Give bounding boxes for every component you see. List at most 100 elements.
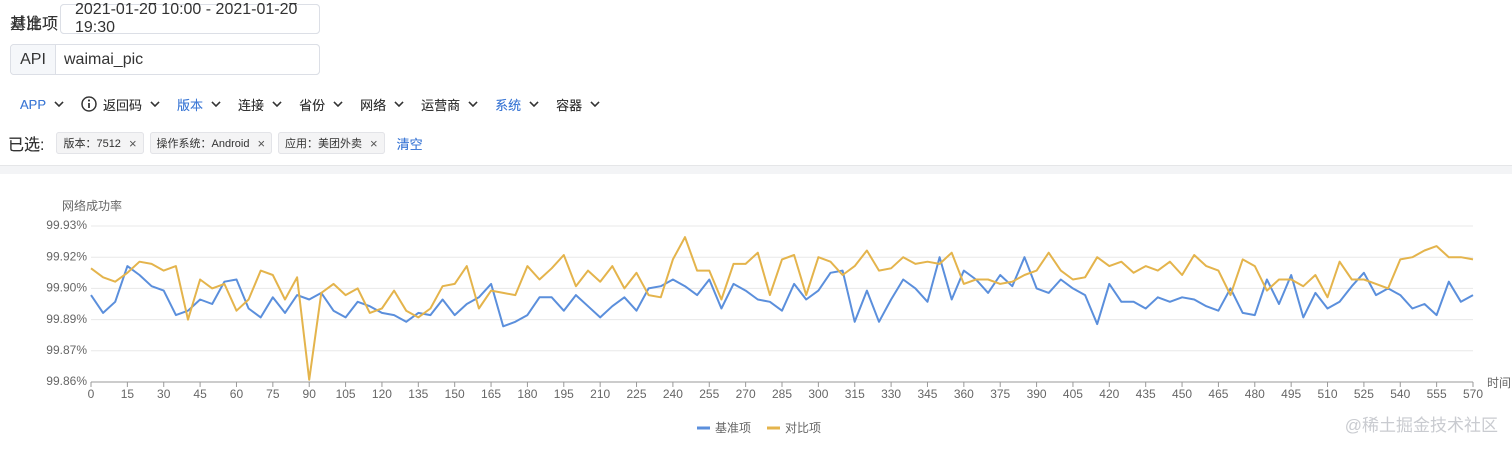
filters: APP 返回码 版本 连接 省份 网络 运营商 系统 容器 bbox=[20, 94, 600, 114]
x-tick-label: 255 bbox=[699, 387, 719, 401]
y-tick-label: 99.93% bbox=[46, 218, 87, 232]
filter-label: 网络 bbox=[360, 97, 387, 113]
chevron bbox=[588, 101, 600, 107]
y-tick-label: 99.86% bbox=[46, 374, 87, 388]
filter[interactable]: 系统 bbox=[495, 95, 539, 114]
filter[interactable]: 版本 bbox=[177, 95, 221, 114]
filter[interactable]: 容器 bbox=[556, 95, 600, 114]
filter-label: 版本 bbox=[177, 97, 204, 113]
x-tick-label: 315 bbox=[845, 387, 865, 401]
tag-text: 操作系统：Android bbox=[156, 138, 250, 150]
x-tick-label: 465 bbox=[1208, 387, 1228, 401]
x-tick-label: 345 bbox=[917, 387, 937, 401]
x-tick-label: 15 bbox=[121, 387, 135, 401]
filter-label: 版本 bbox=[177, 97, 204, 113]
date-text: 2021-01-20 10:00 - 2021-01-20 19:30 bbox=[75, 1, 298, 36]
x-tick-label: 240 bbox=[663, 387, 683, 401]
filter-label: 容器 bbox=[556, 97, 583, 113]
filter-label: 返回码 bbox=[103, 97, 143, 113]
tag-close[interactable]: × bbox=[257, 135, 266, 151]
info-icon bbox=[81, 96, 97, 112]
separator bbox=[0, 165, 1512, 174]
tag: 应用：美团外卖 × bbox=[278, 132, 385, 154]
x-tick-label: 495 bbox=[1281, 387, 1301, 401]
y-tick-label: 99.90% bbox=[46, 281, 87, 295]
tag-close[interactable]: × bbox=[128, 135, 137, 151]
x-tick-label: 285 bbox=[772, 387, 792, 401]
filter-label: 网络 bbox=[360, 97, 387, 113]
api-input[interactable]: API waimai_pic bbox=[10, 44, 320, 75]
filter[interactable]: 省份 bbox=[299, 95, 343, 114]
filter-label: 系统 bbox=[495, 97, 522, 113]
filter-label: 连接 bbox=[238, 97, 265, 113]
x-tick-label: 555 bbox=[1427, 387, 1447, 401]
series-line bbox=[90, 236, 1474, 381]
filter-label: APP bbox=[20, 96, 47, 112]
y-tick-label: 99.87% bbox=[46, 343, 87, 357]
x-tick-label: 75 bbox=[266, 387, 280, 401]
x-tick-label: 60 bbox=[230, 387, 244, 401]
x-tick-label: 360 bbox=[954, 387, 974, 401]
date-range[interactable]: 2021-01-20 10:00 - 2021-01-20 19:30 bbox=[60, 1, 320, 36]
x-tick-label: 390 bbox=[1027, 387, 1047, 401]
api-label: API bbox=[11, 45, 56, 74]
x-tick-label: 450 bbox=[1172, 387, 1192, 401]
y-axis-label: 网络成功率 bbox=[62, 198, 122, 213]
tag-close[interactable]: × bbox=[370, 135, 378, 151]
selected-row: 已选: 版本：7512 × 操作系统：Android × 应用：美团外卖 × 清空 bbox=[8, 132, 423, 154]
selected-label: 已选: bbox=[8, 137, 45, 154]
x-tick-label: 540 bbox=[1390, 387, 1410, 401]
filter-label: 省份 bbox=[299, 97, 326, 113]
chevron bbox=[392, 101, 404, 107]
x-tick-label: 120 bbox=[372, 387, 392, 401]
panel-label: 基准项 bbox=[10, 16, 59, 33]
x-tick-label: 270 bbox=[736, 387, 756, 401]
filter-label: 连接 bbox=[238, 97, 265, 113]
tag-text: 应用：美团外卖 bbox=[285, 138, 363, 150]
legend-label: 基准项 bbox=[715, 421, 751, 435]
x-tick-label: 525 bbox=[1354, 387, 1374, 401]
x-tick-label: 0 bbox=[88, 387, 95, 401]
filter[interactable]: 连接 bbox=[238, 95, 282, 114]
filter-label: 容器 bbox=[556, 97, 583, 113]
x-tick-label: 105 bbox=[336, 387, 356, 401]
x-axis-label: 时间 bbox=[1487, 376, 1511, 390]
filter-label: 省份 bbox=[299, 97, 326, 113]
x-tick-label: 90 bbox=[303, 387, 317, 401]
tag-text: 版本：7512 bbox=[63, 138, 121, 150]
clear-button[interactable]: 清空 bbox=[396, 136, 423, 152]
legend-label: 对比项 bbox=[785, 421, 821, 435]
x-tick-label: 300 bbox=[808, 387, 828, 401]
selected-label: 已选: bbox=[8, 137, 45, 154]
x-tick-label: 30 bbox=[157, 387, 171, 401]
chevron bbox=[331, 101, 343, 107]
tag: 操作系统：Android × bbox=[149, 132, 273, 154]
filter-label: 系统 bbox=[495, 97, 522, 113]
x-tick-label: 510 bbox=[1318, 387, 1338, 401]
api-value: waimai_pic bbox=[64, 50, 144, 68]
x-tick-label: 135 bbox=[408, 387, 428, 401]
filter[interactable]: 运营商 bbox=[421, 95, 478, 114]
chevron bbox=[209, 101, 221, 107]
y-tick-label: 99.89% bbox=[46, 312, 87, 326]
tag: 版本：7512 × bbox=[56, 132, 144, 154]
chevron bbox=[148, 101, 160, 107]
chevron bbox=[466, 101, 478, 107]
chevron bbox=[52, 101, 64, 107]
x-tick-label: 210 bbox=[590, 387, 610, 401]
watermark: @稀土掘金技术社区 bbox=[1344, 416, 1498, 435]
filter[interactable]: 网络 bbox=[360, 95, 404, 114]
filter-label: 返回码 bbox=[103, 97, 143, 113]
x-tick-label: 405 bbox=[1063, 387, 1083, 401]
x-tick-label: 375 bbox=[990, 387, 1010, 401]
x-tick-label: 480 bbox=[1245, 387, 1265, 401]
x-tick-label: 225 bbox=[627, 387, 647, 401]
x-tick-label: 150 bbox=[445, 387, 465, 401]
clear-button[interactable]: 清空 bbox=[396, 136, 423, 152]
y-tick-label: 99.92% bbox=[46, 249, 87, 263]
filter[interactable]: 返回码 bbox=[81, 95, 160, 114]
x-tick-label: 180 bbox=[517, 387, 537, 401]
filter[interactable]: APP bbox=[20, 97, 64, 112]
